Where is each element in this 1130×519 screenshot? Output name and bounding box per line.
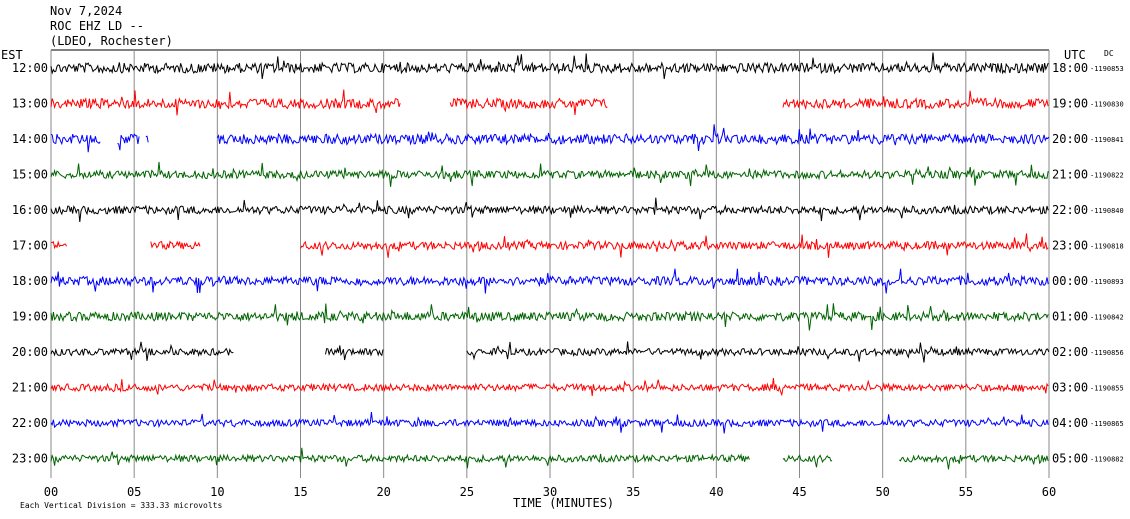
est-hour-label: 15:00 xyxy=(12,168,48,182)
utc-hour-label: 02:00 xyxy=(1052,345,1088,359)
est-hour-label: 14:00 xyxy=(12,132,48,146)
footer-note: Each Vertical Division = 333.33 microvol… xyxy=(20,501,222,510)
trace-segment xyxy=(50,447,750,469)
dc-offset-value: -1190840 xyxy=(1090,207,1124,215)
trace-segment xyxy=(782,454,833,468)
trace-segment xyxy=(50,161,1049,187)
trace-segment xyxy=(50,303,1049,331)
x-tick-label: 20 xyxy=(376,485,390,499)
trace-segment xyxy=(50,52,1049,80)
dc-offset-value: -1190865 xyxy=(1090,420,1124,428)
x-tick-label: 10 xyxy=(210,485,224,499)
x-tick-label: 35 xyxy=(626,485,640,499)
trace-segment xyxy=(466,341,1050,363)
utc-hour-label: 03:00 xyxy=(1052,381,1088,395)
dc-offset-value: -1190856 xyxy=(1090,349,1124,357)
trace-segment xyxy=(50,240,68,250)
dc-label: DC xyxy=(1104,49,1114,58)
dc-offset-value: -1190818 xyxy=(1090,243,1124,251)
est-hour-label: 17:00 xyxy=(12,239,48,253)
trace-segment xyxy=(50,412,1049,434)
dc-offset-value: -1190855 xyxy=(1090,385,1124,393)
utc-hour-label: 04:00 xyxy=(1052,416,1088,430)
time-grid xyxy=(50,49,1050,478)
est-hour-label: 16:00 xyxy=(12,203,48,217)
dc-offset-value: -1190830 xyxy=(1090,101,1124,109)
x-tick-label: 05 xyxy=(127,485,141,499)
x-tick-label: 60 xyxy=(1042,485,1056,499)
trace-segment xyxy=(300,233,1049,258)
trace-segment xyxy=(782,90,1049,111)
trace-segment xyxy=(50,89,401,116)
header-date: Nov 7,2024 xyxy=(50,4,122,18)
est-hour-label: 12:00 xyxy=(12,61,48,75)
x-tick-label: 00 xyxy=(44,485,58,499)
est-hour-label: 21:00 xyxy=(12,381,48,395)
dc-offset-value: -1190893 xyxy=(1090,278,1124,286)
dc-offset-value: -1190882 xyxy=(1090,456,1124,464)
utc-hour-label: 05:00 xyxy=(1052,452,1088,466)
x-tick-label: 50 xyxy=(875,485,889,499)
est-hour-label: 13:00 xyxy=(12,97,48,111)
est-hour-label: 18:00 xyxy=(12,274,48,288)
dc-offset-value: -1190853 xyxy=(1090,65,1124,73)
est-hour-label: 22:00 xyxy=(12,416,48,430)
x-tick-label: 40 xyxy=(709,485,723,499)
trace-segment xyxy=(216,124,1050,151)
trace-segment xyxy=(145,135,149,143)
trace-segment xyxy=(50,197,1049,222)
x-tick-label: 15 xyxy=(293,485,307,499)
utc-hour-label: 22:00 xyxy=(1052,203,1088,217)
utc-hour-label: 19:00 xyxy=(1052,97,1088,111)
utc-hour-label: 00:00 xyxy=(1052,274,1088,288)
trace-segment xyxy=(117,133,140,151)
est-hour-label: 19:00 xyxy=(12,310,48,324)
trace-segment xyxy=(899,454,1049,470)
x-tick-label: 55 xyxy=(959,485,973,499)
x-tick-label: 25 xyxy=(460,485,474,499)
x-axis-title: TIME (MINUTES) xyxy=(513,496,614,510)
header-station: ROC EHZ LD -- xyxy=(50,19,144,33)
utc-axis-label: UTC xyxy=(1064,48,1086,62)
trace-segment xyxy=(50,341,234,361)
utc-hour-label: 20:00 xyxy=(1052,132,1088,146)
header-network: (LDEO, Rochester) xyxy=(50,34,173,48)
dc-offset-value: -1190841 xyxy=(1090,136,1124,144)
trace-segment xyxy=(325,345,384,361)
utc-hour-label: 23:00 xyxy=(1052,239,1088,253)
utc-hour-label: 01:00 xyxy=(1052,310,1088,324)
x-tick-label: 45 xyxy=(792,485,806,499)
est-hour-label: 20:00 xyxy=(12,345,48,359)
trace-segment xyxy=(50,268,1049,294)
dc-offset-value: -1190842 xyxy=(1090,314,1124,322)
utc-hour-label: 21:00 xyxy=(1052,168,1088,182)
trace-segment xyxy=(449,97,608,116)
seismic-traces xyxy=(50,52,1050,470)
trace-segment xyxy=(50,378,1049,397)
est-hour-label: 23:00 xyxy=(12,452,48,466)
x-tick-label: 30 xyxy=(543,485,557,499)
utc-hour-label: 18:00 xyxy=(1052,61,1088,75)
dc-offset-value: -1190822 xyxy=(1090,172,1124,180)
est-axis-label: EST xyxy=(1,48,23,62)
trace-segment xyxy=(50,133,101,153)
trace-segment xyxy=(150,240,201,250)
